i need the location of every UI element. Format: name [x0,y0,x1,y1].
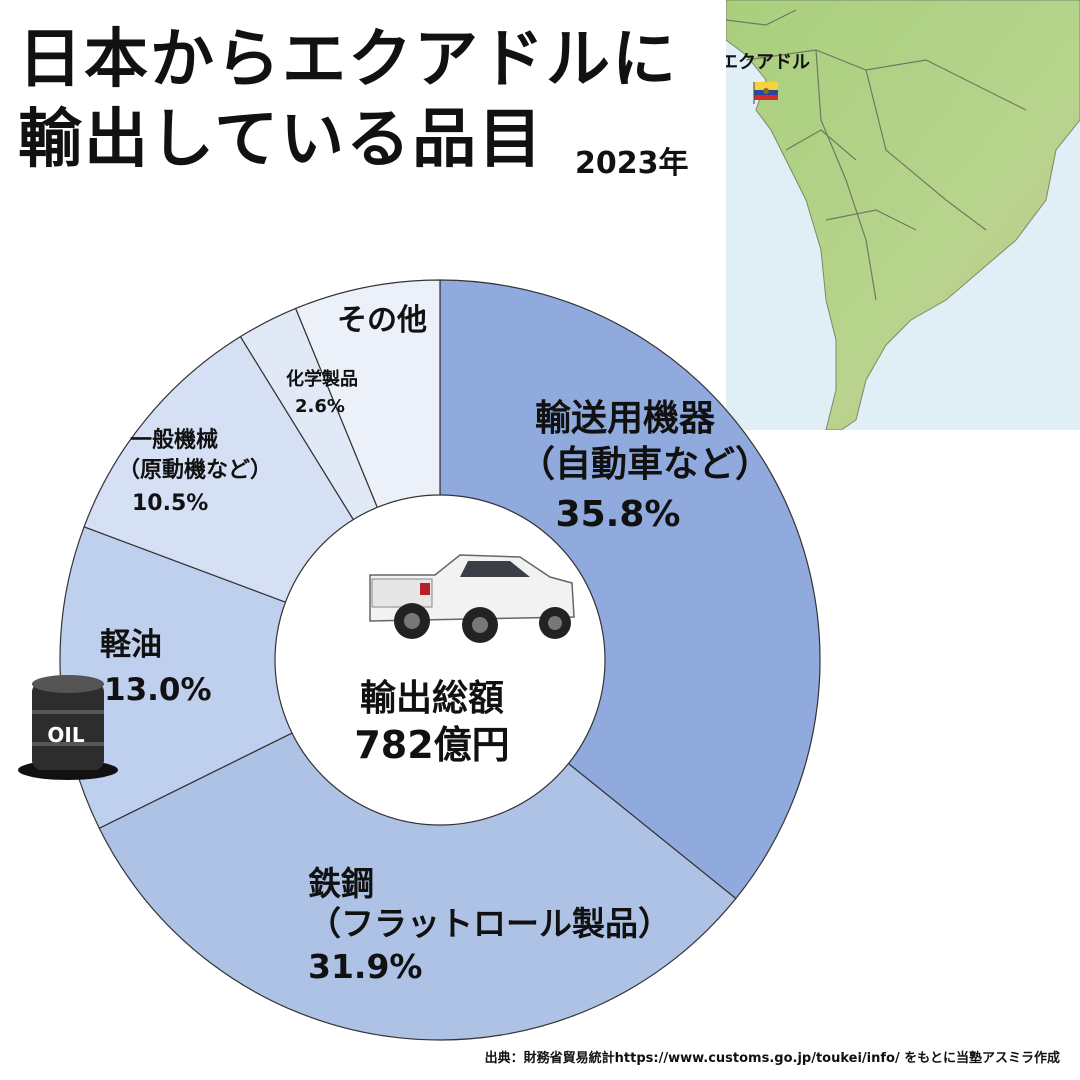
year-label: 2023年 [575,146,689,181]
label-steel-line2: （フラットロール製品） [308,904,671,943]
oil-icon-text: OIL [47,723,84,747]
label-transport-line1: 輸送用機器 [535,398,716,439]
country-label: エクアドル [726,52,810,73]
center-value: 782億円 [354,723,509,767]
label-machinery: 一般機械 （原動機など） 10.5% [118,427,272,516]
label-other: その他 [337,303,427,338]
label-machinery-pct: 10.5% [132,491,208,516]
ecuador-flag-icon [753,82,778,104]
label-steel-line1: 鉄鋼 [308,864,374,903]
label-chemical: 化学製品 2.6% [286,368,358,417]
label-steel: 鉄鋼 （フラットロール製品） 31.9% [308,864,671,986]
label-chemical-pct: 2.6% [295,396,345,417]
source-credit: 出典：財務省貿易統計https://www.customs.go.jp/touk… [484,1051,1060,1066]
page-title-line1: 日本からエクアドルに [18,23,678,97]
label-chemical-line1: 化学製品 [286,368,358,390]
south-america-map: エクアドル [726,0,1080,430]
donut-hole [274,494,606,826]
slice-steel [98,659,737,1041]
label-transport-line2: （自動車など） [519,444,771,485]
slice-transport [439,279,821,900]
label-transport-pct: 35.8% [556,494,681,535]
label-transport: 輸送用機器 （自動車など） 35.8% [519,398,771,535]
pickup-truck-icon [369,554,575,643]
label-machinery-line2: （原動機など） [118,458,272,483]
label-steel-pct: 31.9% [308,947,423,986]
oil-barrel-icon: OIL [18,675,118,780]
page-title-line2: 輸出している品目 [18,103,545,177]
label-diesel-line1: 軽油 [100,627,162,663]
label-diesel-pct: 13.0% [104,672,212,708]
label-diesel: 軽油 13.0% [100,627,212,708]
center-label: 輸出総額 [360,678,504,719]
label-other-line1: その他 [337,303,427,338]
label-machinery-line1: 一般機械 [130,427,218,453]
south-america-land-icon [726,0,1080,430]
